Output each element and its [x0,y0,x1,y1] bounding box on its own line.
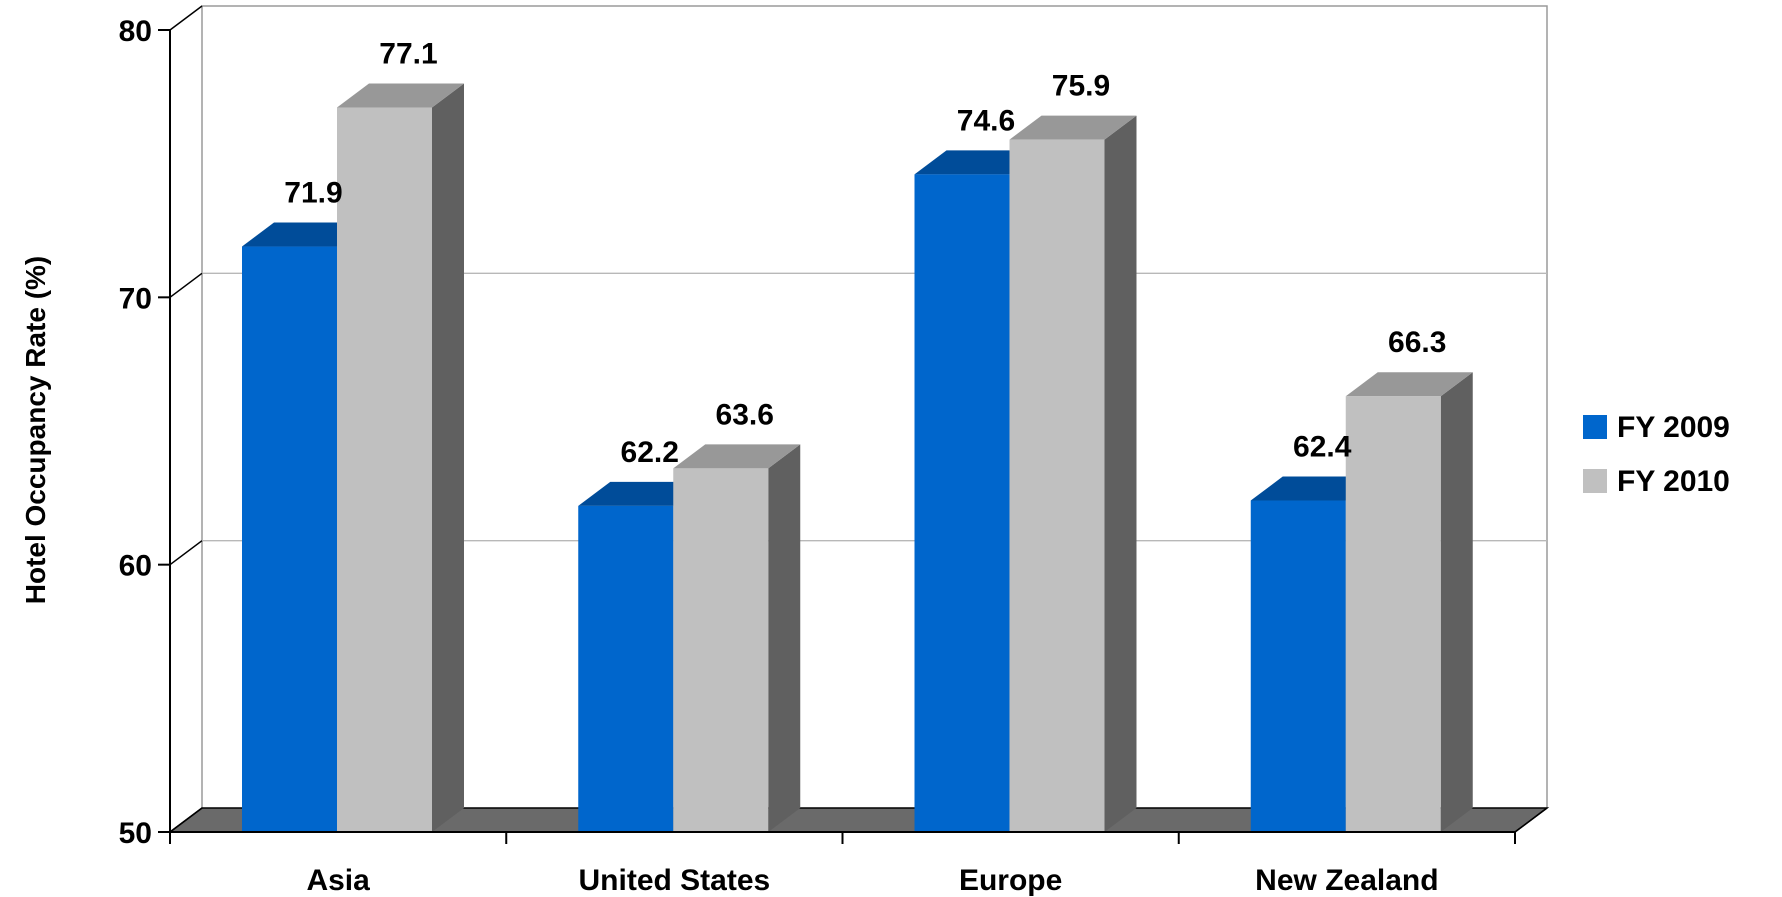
floor-right-edge [1514,807,1548,833]
bar-top [1345,372,1473,397]
y-tick-slant [169,5,203,31]
bar-new-zealand-1 [1345,372,1473,832]
bar-side [768,444,801,832]
bar-europe-1 [1009,115,1137,832]
y-axis-title: Hotel Occupancy Rate (%) [20,256,51,605]
bar-front [1250,500,1346,832]
bar-front [578,505,674,832]
back-wall [201,5,1548,808]
data-label: 74.6 [957,104,1015,137]
bar-front [914,174,1010,833]
plot-walls [201,5,1548,808]
bar-top [337,83,464,108]
bar-side [432,83,464,832]
data-label: 62.4 [1293,431,1352,464]
bar-top [673,444,801,469]
legend-swatch [1583,415,1607,439]
data-labels: 71.9 77.1 62.2 63.6 74.6 75.9 62.4 66.3 [284,38,1446,469]
data-label: 66.3 [1388,326,1446,359]
category-label: Europe [959,864,1062,897]
data-label: 63.6 [716,398,774,431]
bar-side [1104,115,1137,832]
y-tick-slant [169,272,203,298]
bar-front [242,246,337,833]
legend-swatch [1583,469,1607,493]
legend: FY 2009 FY 2010 [1583,411,1730,498]
bar-front [1009,139,1105,832]
bars [242,83,1473,833]
legend-label: FY 2010 [1617,465,1730,498]
data-label: 71.9 [284,177,342,210]
data-label: 75.9 [1052,70,1110,103]
y-tick-label: 60 [119,550,152,583]
bar-front [673,468,769,832]
y-tick-label: 50 [119,817,152,850]
y-tick-label: 80 [119,15,152,48]
data-label: 77.1 [379,38,437,71]
bar-front [1345,396,1441,832]
bar-front [337,107,432,832]
category-label: United States [579,864,771,897]
y-tick-labels: 50 60 70 80 [119,15,152,850]
legend-label: FY 2009 [1617,411,1730,444]
category-labels: Asia United States Europe New Zealand [306,864,1438,897]
axes [158,5,1548,844]
data-label: 62.2 [621,436,679,469]
bar-side [1440,372,1473,832]
y-tick-slant [169,807,203,833]
bar-asia-1 [337,83,464,832]
y-tick-label: 70 [119,282,152,315]
y-tick-slant [169,540,203,566]
category-label: Asia [306,864,370,897]
bar-united-states-1 [673,444,801,832]
bar-top [1009,115,1137,140]
category-label: New Zealand [1255,864,1438,897]
